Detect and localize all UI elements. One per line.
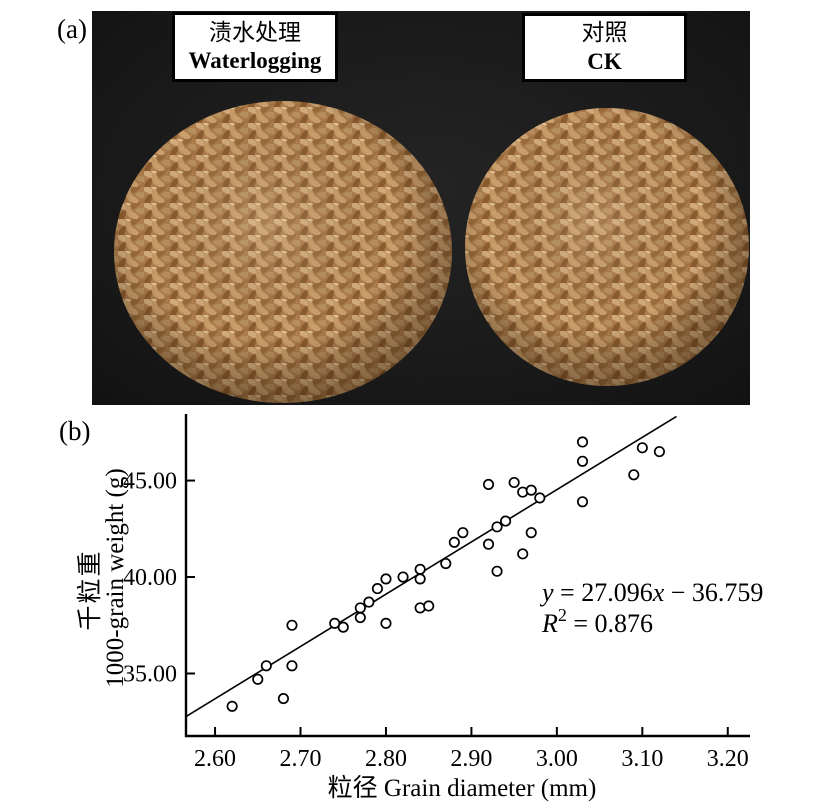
scatter-point bbox=[371, 583, 383, 595]
scatter-point bbox=[448, 536, 460, 548]
scatter-point bbox=[277, 693, 289, 705]
treatment-label-ck-en: CK bbox=[587, 48, 622, 74]
scatter-point bbox=[576, 496, 589, 508]
scatter-point bbox=[482, 478, 495, 490]
scatter-chart: 2.60 2.70 2.80 2.90 3.00 3.10 3.20 35.00 40.00 45… bbox=[76, 414, 763, 802]
scatter-point bbox=[534, 492, 546, 504]
x-tick-label: 2.60 bbox=[194, 746, 236, 772]
treatment-label-ck-cn: 对照 bbox=[581, 20, 628, 46]
scatter-point bbox=[525, 484, 537, 496]
scatter-point bbox=[414, 563, 426, 575]
equation-line1: y = 27.096x − 36.759 bbox=[539, 578, 763, 607]
scatter-point bbox=[482, 538, 495, 550]
grain-photo: 渍水处理 Waterlogging 对照 CK bbox=[92, 11, 750, 405]
x-axis-title: 粒径 Grain diameter (mm) bbox=[328, 774, 597, 802]
scatter-point bbox=[226, 700, 238, 712]
y-axis-title-en: 1000-grain weight (g) bbox=[102, 468, 129, 687]
scatter-point bbox=[508, 476, 520, 489]
scatter-point bbox=[653, 446, 665, 458]
y-tick-label: 35.00 bbox=[123, 661, 177, 687]
y-axis-title-cn: 千粒重 bbox=[76, 549, 104, 630]
y-tick-label: 40.00 bbox=[123, 565, 177, 591]
scatter-point bbox=[457, 527, 469, 539]
scatter-point bbox=[414, 573, 426, 585]
scatter-point bbox=[252, 673, 264, 685]
scatter-point bbox=[525, 527, 537, 539]
scatter-point bbox=[260, 660, 272, 672]
scatter-point bbox=[576, 455, 589, 467]
scatter-point bbox=[380, 617, 392, 629]
x-tick-label: 3.10 bbox=[621, 746, 663, 772]
scatter-point bbox=[491, 521, 503, 533]
treatment-label-waterlogging-en: Waterlogging bbox=[188, 48, 322, 73]
scatter-point bbox=[576, 436, 589, 448]
scatter-point bbox=[286, 660, 298, 672]
scatter-point bbox=[491, 565, 503, 577]
treatment-label-waterlogging: 渍水处理 Waterlogging bbox=[172, 12, 338, 82]
scatter-point bbox=[363, 596, 375, 608]
scatter-point bbox=[354, 602, 366, 614]
scatter-point bbox=[354, 611, 366, 624]
scatter-point bbox=[628, 469, 640, 481]
x-tick-label: 2.70 bbox=[280, 746, 322, 772]
axes bbox=[184, 414, 750, 738]
grain-pile-ck bbox=[465, 108, 749, 386]
scatter-point bbox=[397, 571, 409, 583]
scatter-point bbox=[423, 600, 435, 612]
scatter-point bbox=[636, 442, 648, 454]
panel-a-label: (a) bbox=[57, 14, 87, 44]
x-tick-label: 3.00 bbox=[536, 746, 578, 772]
x-tick-label: 2.90 bbox=[450, 746, 492, 772]
equation-line2: R2 = 0.876 bbox=[541, 605, 653, 638]
x-tick-label: 3.20 bbox=[707, 746, 749, 772]
y-tick-label: 45.00 bbox=[123, 469, 177, 495]
treatment-label-waterlogging-cn: 渍水处理 bbox=[209, 19, 301, 45]
scatter-point bbox=[337, 621, 349, 633]
panel-b-label: (b) bbox=[59, 416, 91, 446]
treatment-label-ck: 对照 CK bbox=[522, 13, 687, 82]
scatter-point bbox=[286, 619, 298, 631]
grain-pile-waterlogging bbox=[114, 101, 452, 403]
scatter-point bbox=[380, 573, 392, 585]
scatter-point bbox=[517, 548, 529, 560]
scatter-point bbox=[500, 515, 512, 527]
x-tick-label: 2.80 bbox=[365, 746, 407, 772]
scatter-point bbox=[440, 557, 452, 570]
trend-line bbox=[185, 415, 677, 718]
